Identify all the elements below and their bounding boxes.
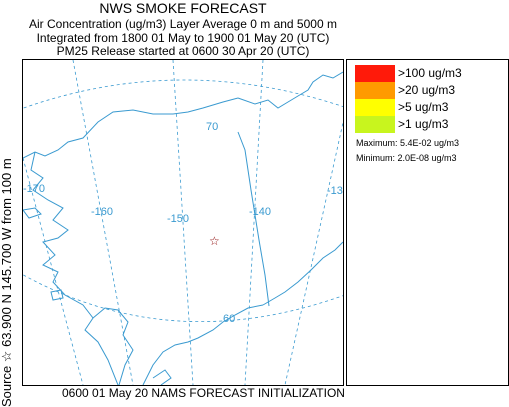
meridian-140 [244,60,264,385]
nunivak-island [50,289,64,301]
latitude-label-60: 60 [223,313,235,325]
map-panel: -170 -160 -150 -140 -130 70 60 ☆ [22,59,344,386]
longitude-label-160: -160 [91,206,113,218]
longitude-label-130: -130 [327,185,343,197]
legend-swatch-orange [355,82,395,99]
forecast-initialization: 0600 01 May 20 NAMS FORECAST INITIALIZAT… [62,386,345,400]
latitude-line-70 [23,79,343,109]
st-lawrence-island [23,207,42,219]
kodiak-island [152,369,172,385]
legend-swatch-green [355,116,395,133]
maximum-value: Maximum: 5.4E-02 ug/m3 [356,138,460,148]
release-start: PM25 Release started at 0600 30 Apr 20 (… [56,44,310,58]
legend-swatch-red [355,65,395,82]
border-line [237,131,270,307]
minimum-value: Minimum: 2.0E-08 ug/m3 [356,153,457,163]
cook-inlet-coast [142,304,264,385]
meridian-150 [172,60,194,385]
bristol-bay-coast [92,307,134,385]
legend-panel: >100 ug/m3 >20 ug/m3 >5 ug/m3 >1 ug/m3 M… [346,59,509,386]
legend-swatch-yellow [355,99,395,116]
longitude-label-150: -150 [167,213,189,225]
legend-label: >1 ug/m3 [398,117,449,131]
alaska-map: -170 -160 -150 -140 -130 70 60 ☆ [23,60,343,385]
longitude-label-170: -170 [23,183,45,195]
canada-arctic-coast [237,71,343,109]
meridian-130 [284,120,343,385]
longitude-label-140: -140 [249,206,271,218]
forecast-title: NWS SMOKE FORECAST [99,0,267,16]
latitude-line-60 [23,274,343,323]
latitude-label-70: 70 [206,121,218,133]
legend-label: >20 ug/m3 [398,83,456,97]
integration-period: Integrated from 1800 01 May to 1900 01 M… [36,31,330,45]
source-location-label: Source ☆ 63.900 N 145.700 W from 100 m [0,158,14,407]
gulf-of-alaska-coast [262,241,343,306]
legend-label: >100 ug/m3 [398,66,462,80]
alaska-north-coast [23,97,239,159]
source-star-icon: ☆ [209,234,220,248]
alaska-west-coast [30,151,119,385]
concentration-description: Air Concentration (ug/m3) Layer Average … [29,17,337,31]
legend-label: >5 ug/m3 [398,100,449,114]
meridian-160 [72,60,134,385]
